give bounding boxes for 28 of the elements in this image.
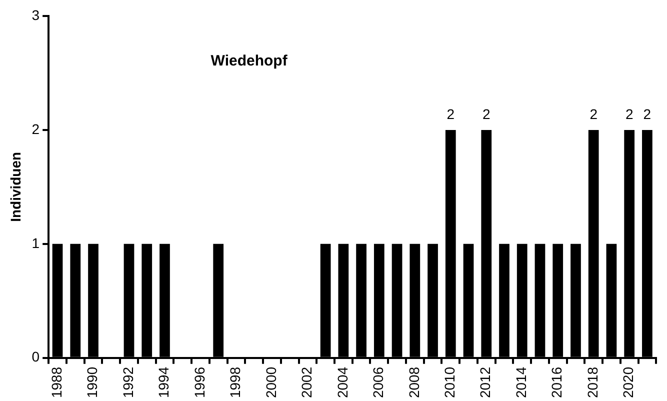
x-tick-label: 1990 [84, 366, 100, 398]
x-tick-label: 2016 [548, 366, 565, 398]
x-tick-label: 2014 [512, 366, 529, 398]
x-tick-label: 1994 [156, 366, 172, 398]
x-tick-label: 2020 [620, 366, 636, 398]
x-tick-label: 2006 [370, 366, 386, 398]
x-tick-label: 2004 [334, 366, 350, 398]
data-label: 2 [482, 106, 490, 122]
y-tick-label: 3 [32, 6, 40, 23]
x-tick-label: 2010 [442, 366, 458, 398]
x-tick-label: 2012 [477, 366, 494, 398]
x-tick-label: 2008 [406, 366, 422, 398]
x-tick-label: 2002 [298, 366, 315, 398]
x-tick-label: 2000 [262, 366, 279, 398]
data-label: 2 [643, 106, 652, 122]
y-tick-label: 0 [32, 348, 40, 365]
data-label: 2 [625, 106, 634, 122]
x-tick-label: 1992 [120, 366, 136, 398]
y-axis-title: Individuen [7, 152, 24, 222]
x-tick-label: 1998 [227, 366, 244, 398]
x-tick-label: 1988 [48, 366, 64, 398]
data-label: 2 [590, 106, 598, 122]
y-tick-label: 1 [32, 234, 40, 251]
text: Wiedehopf [210, 52, 288, 70]
x-tick-label: 2018 [584, 366, 600, 398]
y-tick-label: 2 [32, 120, 40, 137]
data-label: 2 [446, 106, 455, 122]
x-tick-label: 1996 [191, 366, 208, 398]
